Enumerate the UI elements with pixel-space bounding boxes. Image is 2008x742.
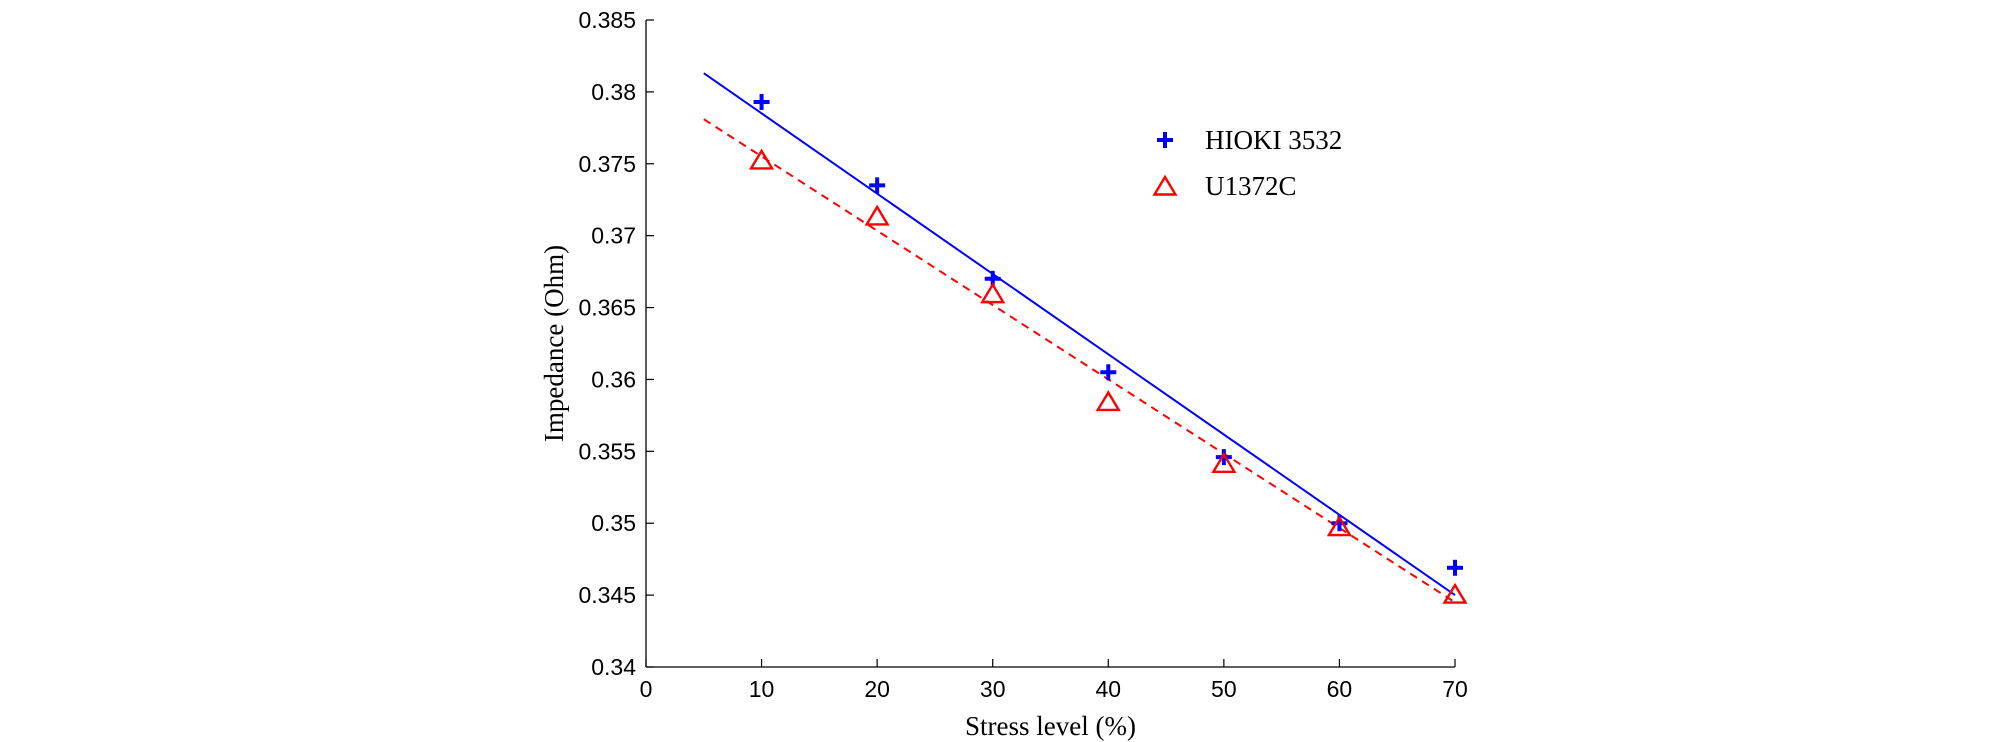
point-hioki <box>869 177 886 194</box>
fit-lines <box>703 72 1456 604</box>
point-u1372c <box>1095 390 1121 412</box>
y-tick-label: 0.385 <box>578 7 636 33</box>
legend-label: HIOKI 3532 <box>1205 125 1342 155</box>
legend: HIOKI 3532 U1372C <box>1152 125 1342 201</box>
y-tick-label: 0.38 <box>591 79 636 105</box>
point-hioki <box>1215 449 1232 466</box>
fit-line-solid <box>703 72 1456 596</box>
x-tick-label: 50 <box>1211 676 1237 702</box>
y-tick-label: 0.355 <box>578 438 636 464</box>
fit-line-dashed <box>703 118 1456 604</box>
y-tick-label: 0.36 <box>591 366 636 392</box>
legend-marker-hioki <box>1157 132 1173 148</box>
y-tick-label: 0.375 <box>578 151 636 177</box>
y-tick-label: 0.35 <box>591 510 636 536</box>
point-hioki <box>1447 559 1463 576</box>
x-tick-label: 60 <box>1327 676 1353 702</box>
point-u1372c <box>1442 582 1468 604</box>
point-u1372c <box>864 204 890 226</box>
point-u1372c <box>748 148 775 170</box>
y-tick-label: 0.34 <box>591 654 636 680</box>
y-tick-label: 0.345 <box>578 582 636 608</box>
y-tick-label: 0.37 <box>591 223 636 249</box>
y-axis-label: Impedance (Ohm) <box>539 245 569 442</box>
data-points <box>748 93 1468 604</box>
x-tick-label: 70 <box>1442 676 1468 702</box>
axes: 0 10 20 30 40 50 60 70 0.34 0.345 0.35 0.355 0.36 0.3… <box>578 7 1467 702</box>
point-u1372c <box>1211 451 1237 473</box>
x-tick-label: 20 <box>864 676 890 702</box>
y-tick-label: 0.365 <box>578 295 636 321</box>
x-tick-label: 40 <box>1095 676 1121 702</box>
legend-marker-u1372c <box>1152 174 1178 196</box>
point-hioki <box>753 93 770 110</box>
legend-label: U1372C <box>1205 171 1297 201</box>
point-u1372c <box>980 282 1006 304</box>
x-tick-label: 0 <box>640 676 653 702</box>
point-hioki <box>1100 364 1117 381</box>
point-u1372c <box>1326 515 1353 537</box>
x-tick-label: 30 <box>980 676 1006 702</box>
x-axis-label: Stress level (%) <box>965 711 1136 741</box>
x-tick-label: 10 <box>749 676 775 702</box>
